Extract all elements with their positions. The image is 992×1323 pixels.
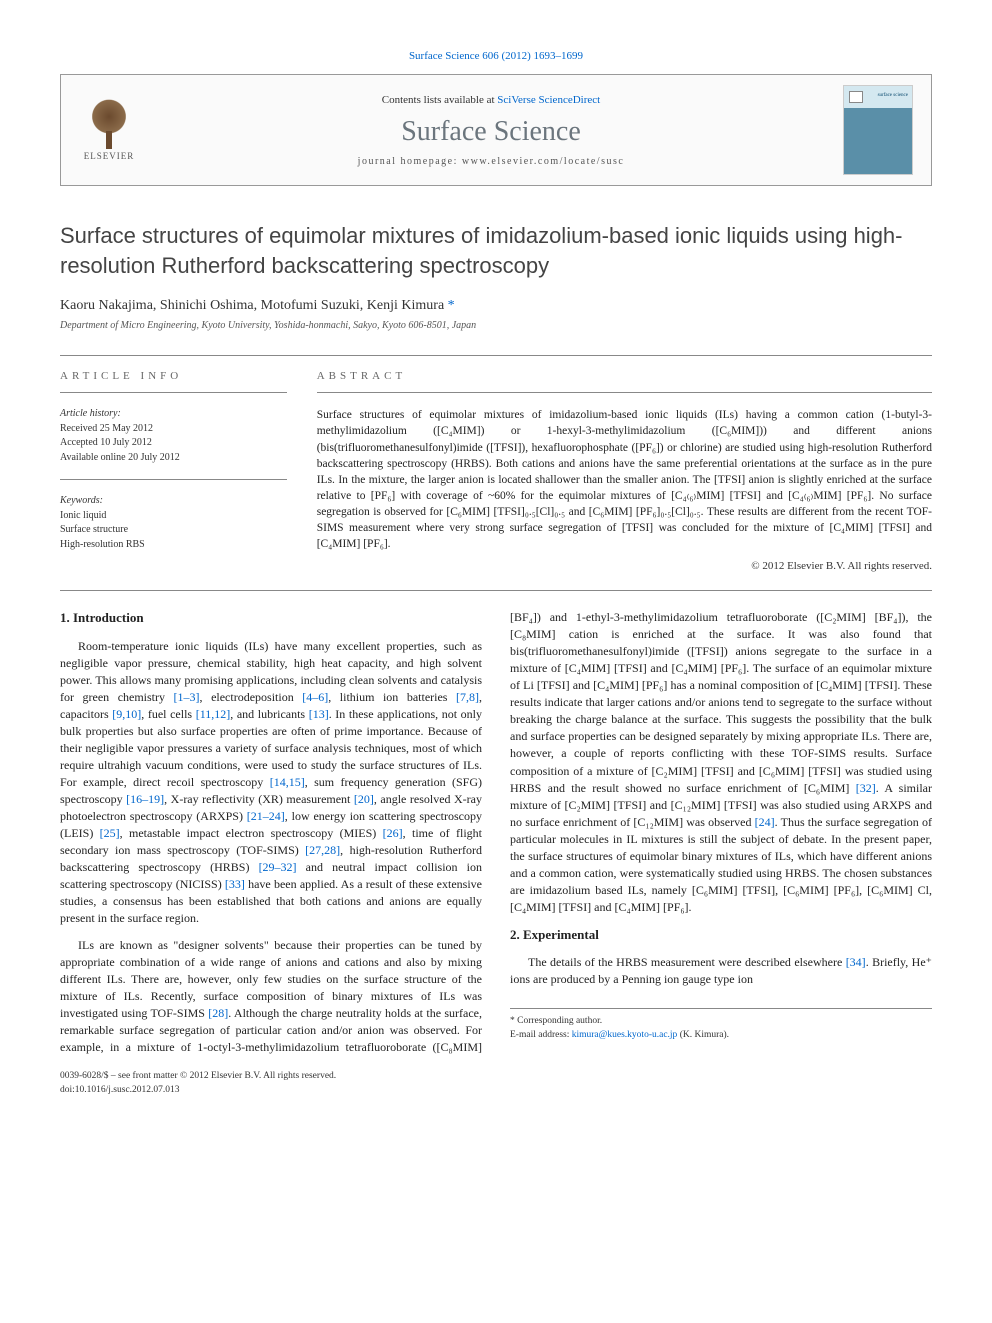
divider-abs bbox=[317, 392, 932, 393]
ref-19[interactable]: [34] bbox=[846, 955, 866, 969]
contents-line: Contents lists available at SciVerse Sci… bbox=[159, 94, 823, 106]
ref-15[interactable]: [33] bbox=[225, 877, 245, 891]
intro-para-1: Room-temperature ionic liquids (ILs) hav… bbox=[60, 638, 482, 928]
ref-16[interactable]: [28] bbox=[208, 1006, 228, 1020]
t: . Thus the surface segregation of partic… bbox=[510, 815, 932, 914]
ref-2[interactable]: [4–6] bbox=[302, 690, 328, 704]
email-suffix: (K. Kimura). bbox=[677, 1030, 729, 1040]
t: , X-ray reflectivity (XR) measurement bbox=[164, 792, 354, 806]
homepage-url[interactable]: www.elsevier.com/locate/susc bbox=[462, 156, 624, 167]
history-online: Available online 20 July 2012 bbox=[60, 451, 287, 466]
ref-17[interactable]: [32] bbox=[856, 781, 876, 795]
homepage-prefix: journal homepage: bbox=[358, 156, 462, 167]
corresponding-label: * Corresponding author. bbox=[510, 1015, 932, 1028]
t: The details of the HRBS measurement were… bbox=[528, 955, 846, 969]
authors-text: Kaoru Nakajima, Shinichi Oshima, Motofum… bbox=[60, 298, 448, 313]
journal-title: Surface Science bbox=[159, 116, 823, 148]
ref-4[interactable]: [9,10] bbox=[112, 707, 141, 721]
abstract-text: Surface structures of equimolar mixtures… bbox=[317, 407, 932, 552]
experimental-heading: 2. Experimental bbox=[510, 926, 932, 944]
corresponding-mark: * bbox=[448, 298, 455, 313]
corresponding-footer: * Corresponding author. E-mail address: … bbox=[510, 1008, 932, 1042]
ref-7[interactable]: [14,15] bbox=[270, 775, 305, 789]
ref-11[interactable]: [25] bbox=[100, 826, 120, 840]
issn-line: 0039-6028/$ – see front matter © 2012 El… bbox=[60, 1070, 932, 1083]
ref-9[interactable]: [20] bbox=[354, 792, 374, 806]
history-accepted: Accepted 10 July 2012 bbox=[60, 436, 287, 451]
keyword-2: Surface structure bbox=[60, 523, 287, 538]
t: , electrodeposition bbox=[200, 690, 303, 704]
elsevier-tree-icon bbox=[84, 99, 134, 149]
t: , and lubricants bbox=[230, 707, 308, 721]
bottom-meta: 0039-6028/$ – see front matter © 2012 El… bbox=[60, 1070, 932, 1097]
body-columns: 1. Introduction Room-temperature ionic l… bbox=[60, 609, 932, 1056]
ref-10[interactable]: [21–24] bbox=[247, 809, 285, 823]
ref-1[interactable]: [1–3] bbox=[174, 690, 200, 704]
divider-top bbox=[60, 355, 932, 356]
ref-6[interactable]: [13] bbox=[309, 707, 329, 721]
ref-13[interactable]: [27,28] bbox=[305, 843, 340, 857]
ref-14[interactable]: [29–32] bbox=[259, 860, 297, 874]
history-hdr: Article history: bbox=[60, 407, 287, 422]
keywords-block: Keywords: Ionic liquid Surface structure… bbox=[60, 494, 287, 552]
divider-meta-1 bbox=[60, 392, 287, 393]
homepage-line: journal homepage: www.elsevier.com/locat… bbox=[159, 156, 823, 167]
elsevier-logo: ELSEVIER bbox=[79, 95, 139, 165]
abstract-copyright: © 2012 Elsevier B.V. All rights reserved… bbox=[317, 560, 932, 572]
abstract-label: ABSTRACT bbox=[317, 370, 932, 382]
divider-meta-2 bbox=[60, 479, 287, 480]
history-received: Received 25 May 2012 bbox=[60, 422, 287, 437]
sciencedirect-link[interactable]: SciVerse ScienceDirect bbox=[497, 94, 600, 106]
cover-label: surface science bbox=[878, 93, 908, 98]
affiliation: Department of Micro Engineering, Kyoto U… bbox=[60, 320, 932, 331]
ref-5[interactable]: [11,12] bbox=[196, 707, 231, 721]
doi-line: doi:10.1016/j.susc.2012.07.013 bbox=[60, 1084, 932, 1097]
email-link[interactable]: kimura@kues.kyoto-u.ac.jp bbox=[572, 1030, 678, 1040]
article-info-label: ARTICLE INFO bbox=[60, 370, 287, 382]
article-title: Surface structures of equimolar mixtures… bbox=[60, 221, 932, 280]
article-history: Article history: Received 25 May 2012 Ac… bbox=[60, 407, 287, 465]
keywords-hdr: Keywords: bbox=[60, 494, 287, 509]
intro-heading: 1. Introduction bbox=[60, 609, 482, 627]
email-label: E-mail address: bbox=[510, 1030, 572, 1040]
t: , metastable impact electron spectroscop… bbox=[120, 826, 383, 840]
keyword-1: Ionic liquid bbox=[60, 509, 287, 524]
experimental-para-1: The details of the HRBS measurement were… bbox=[510, 954, 932, 988]
journal-cover-thumb: surface science bbox=[843, 85, 913, 175]
author-list: Kaoru Nakajima, Shinichi Oshima, Motofum… bbox=[60, 298, 932, 314]
keyword-3: High-resolution RBS bbox=[60, 538, 287, 553]
ref-3[interactable]: [7,8] bbox=[456, 690, 479, 704]
elsevier-label: ELSEVIER bbox=[84, 151, 135, 161]
journal-reference: Surface Science 606 (2012) 1693–1699 bbox=[60, 50, 932, 62]
ref-12[interactable]: [26] bbox=[383, 826, 403, 840]
ref-8[interactable]: [16–19] bbox=[126, 792, 164, 806]
contents-prefix: Contents lists available at bbox=[382, 94, 497, 106]
ref-18[interactable]: [24] bbox=[755, 815, 775, 829]
divider-bottom bbox=[60, 590, 932, 591]
t: , fuel cells bbox=[141, 707, 195, 721]
t: , lithium ion batteries bbox=[328, 690, 456, 704]
journal-header: ELSEVIER Contents lists available at Sci… bbox=[60, 74, 932, 186]
